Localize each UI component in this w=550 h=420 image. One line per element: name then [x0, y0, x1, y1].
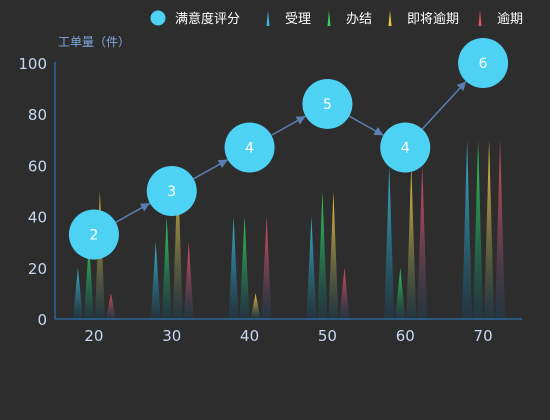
score-bubbles[interactable]: 2 3 4 5 4 6 [68, 38, 509, 260]
spike-mark [417, 165, 428, 319]
legend-item[interactable]: 满意度评分 [150, 10, 241, 28]
score-bubble[interactable]: 3 [146, 166, 197, 216]
axes [54, 62, 522, 320]
bubble-value-label: 6 [479, 56, 488, 72]
spike-mark [183, 242, 194, 319]
y-axis-label: 工单量（件） [58, 35, 130, 49]
y-tick-label: 0 [37, 311, 47, 329]
legend-marker-spike [478, 10, 482, 26]
spike-mark [406, 165, 417, 319]
spike-mark [473, 139, 484, 319]
spike-mark [239, 216, 250, 319]
legend-marker-spike [327, 10, 331, 26]
x-tick-label: 30 [162, 327, 181, 345]
x-tick-label: 60 [396, 327, 415, 345]
bubble-value-label: 5 [323, 97, 332, 113]
arrow-head [295, 116, 306, 125]
arrow-head [217, 159, 228, 169]
arrow-head [139, 203, 150, 212]
bubble-value-label: 3 [167, 184, 176, 200]
spike-mark [328, 191, 339, 319]
spike-mark [462, 139, 473, 319]
bubble-circle [302, 78, 353, 129]
bubble-circle [380, 122, 431, 173]
score-bubble[interactable]: 4 [224, 122, 275, 173]
y-tick-label: 80 [28, 106, 47, 124]
spike-mark [395, 267, 406, 319]
legend-label: 满意度评分 [175, 11, 240, 27]
arrow-head [373, 126, 384, 136]
x-tick-label: 40 [240, 327, 259, 345]
spike-mark [384, 165, 395, 319]
score-bubble[interactable]: 4 [380, 122, 431, 173]
spike-mark [172, 165, 183, 319]
spike-series [72, 139, 506, 319]
legend-marker-spike [266, 10, 270, 26]
bubble-circle [458, 38, 509, 88]
score-bubble[interactable]: 2 [68, 209, 119, 260]
spike-mark [72, 267, 83, 319]
spike-mark [105, 293, 116, 319]
legend-item[interactable]: 受理 [266, 10, 312, 27]
spike-mark [261, 216, 272, 319]
bubble-value-label: 4 [401, 140, 410, 156]
score-bubble[interactable]: 6 [458, 38, 509, 88]
spike-mark [495, 139, 506, 319]
legend-label: 逾期 [497, 12, 523, 27]
y-tick-label: 60 [28, 157, 47, 175]
legend-marker-circle [150, 10, 166, 26]
x-axis-ticks: 20 30 40 50 60 70 [84, 327, 492, 345]
bubble-value-label: 2 [89, 228, 98, 244]
arrow-head [456, 81, 467, 92]
score-line-segment [421, 80, 467, 130]
legend-item[interactable]: 逾期 [478, 10, 524, 27]
x-tick-label: 20 [84, 327, 103, 345]
bubble-circle [224, 122, 275, 173]
spike-mark [317, 191, 328, 319]
bubble-circle [68, 209, 119, 260]
bubble-value-label: 4 [245, 140, 254, 156]
legend-label: 受理 [285, 12, 311, 27]
score-line [115, 80, 467, 223]
spike-mark [306, 216, 317, 319]
legend-marker-spike [388, 10, 392, 26]
spike-mark [228, 216, 239, 319]
y-tick-label: 100 [18, 55, 47, 73]
score-bubble[interactable]: 5 [302, 78, 353, 129]
bubble-circle [146, 166, 197, 216]
x-tick-label: 70 [474, 327, 493, 345]
spike-mark [339, 267, 350, 319]
y-tick-label: 40 [28, 209, 47, 227]
spike-mark [161, 216, 172, 319]
legend-label: 办结 [346, 12, 372, 27]
legend[interactable]: 满意度评分 受理 办结 即将逾期 逾期 [150, 10, 524, 28]
legend-item[interactable]: 即将逾期 [388, 10, 460, 27]
y-axis-ticks: 0 20 40 60 80 100 [18, 55, 47, 329]
legend-label: 即将逾期 [407, 12, 459, 27]
spike-mark [83, 242, 94, 319]
spike-mark [150, 242, 161, 319]
spike-mark [484, 139, 495, 319]
spike-mark [250, 293, 261, 319]
legend-item[interactable]: 办结 [327, 10, 373, 27]
y-tick-label: 20 [28, 260, 47, 278]
x-tick-label: 50 [318, 327, 337, 345]
